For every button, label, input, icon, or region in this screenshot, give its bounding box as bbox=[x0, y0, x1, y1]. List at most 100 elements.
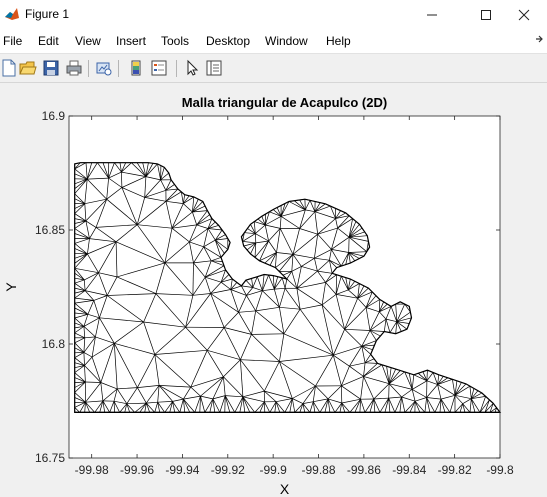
mesh-edge bbox=[238, 312, 252, 335]
mesh-edge bbox=[264, 390, 293, 399]
mesh-edge bbox=[344, 329, 363, 347]
x-tick-label: -99.96 bbox=[120, 463, 154, 477]
maximize-button[interactable] bbox=[463, 0, 509, 29]
mesh-edge bbox=[327, 398, 336, 413]
mesh-edge bbox=[242, 396, 256, 413]
minimize-button[interactable] bbox=[409, 0, 455, 29]
mesh-edge bbox=[190, 376, 224, 388]
figure-canvas[interactable]: -99.98 -99.96 -99.94 -99.92 -99.9 -99.88 -99.8… bbox=[0, 83, 547, 497]
mesh-edge bbox=[253, 221, 256, 234]
mesh-edge bbox=[106, 187, 123, 200]
mesh-edge bbox=[340, 252, 350, 267]
toolbar-separator bbox=[88, 60, 89, 77]
mesh-edge bbox=[137, 385, 160, 388]
menu-file[interactable]: File bbox=[3, 34, 23, 48]
mesh-edge bbox=[414, 401, 421, 413]
figure-toolbar bbox=[0, 54, 547, 83]
mesh-edge bbox=[171, 211, 193, 229]
mesh-edge bbox=[106, 276, 118, 296]
mesh-edge bbox=[99, 317, 115, 344]
mesh-edge bbox=[379, 303, 388, 313]
mesh-edge bbox=[265, 215, 282, 226]
mesh-edge bbox=[317, 270, 326, 283]
mesh-edge bbox=[74, 243, 88, 255]
mesh-edge bbox=[95, 317, 100, 337]
mesh-edge bbox=[183, 386, 192, 400]
mesh-edge bbox=[357, 297, 367, 308]
mesh-edge bbox=[244, 232, 256, 234]
mesh-edge bbox=[401, 396, 416, 402]
mesh-edge bbox=[437, 376, 444, 385]
print-icon[interactable] bbox=[65, 59, 83, 77]
menu-edit[interactable]: Edit bbox=[38, 34, 59, 48]
menu-help[interactable]: Help bbox=[326, 34, 351, 48]
mesh-edge bbox=[379, 311, 387, 320]
mesh-edge bbox=[210, 293, 239, 313]
mesh-edge bbox=[74, 178, 88, 194]
mesh-edge bbox=[169, 401, 173, 413]
mesh-edge bbox=[196, 224, 209, 229]
mesh-edge bbox=[223, 312, 239, 328]
menu-desktop[interactable]: Desktop bbox=[206, 34, 251, 48]
new-figure-icon[interactable] bbox=[0, 59, 18, 77]
menu-view[interactable]: View bbox=[75, 34, 101, 48]
mesh-edge bbox=[220, 274, 230, 283]
dock-arrow-icon[interactable] bbox=[535, 34, 545, 47]
save-icon[interactable] bbox=[42, 59, 60, 77]
mesh-edge bbox=[302, 403, 311, 413]
mesh-edge bbox=[332, 329, 345, 356]
mesh-edge bbox=[74, 233, 90, 239]
mesh-edge bbox=[341, 402, 351, 413]
mesh-edge bbox=[185, 293, 211, 328]
mesh-edge bbox=[87, 238, 90, 255]
mesh-edge bbox=[116, 276, 157, 294]
mesh-edge bbox=[369, 330, 381, 337]
mesh-edge bbox=[357, 287, 369, 299]
mesh-edge bbox=[85, 198, 107, 222]
mesh-edge bbox=[74, 238, 90, 244]
mesh-edge bbox=[348, 252, 351, 264]
mesh-edge bbox=[426, 397, 436, 413]
mesh-edge bbox=[302, 403, 306, 413]
mesh-edge bbox=[171, 224, 197, 229]
mesh-edge bbox=[114, 342, 155, 355]
edit-plot-arrow-icon[interactable] bbox=[183, 59, 201, 77]
mesh-edge bbox=[280, 201, 290, 217]
mesh-edge bbox=[74, 313, 88, 319]
close-button[interactable] bbox=[501, 0, 547, 29]
mesh-edge bbox=[144, 189, 167, 198]
mesh-edge bbox=[74, 377, 86, 383]
x-axis-label: X bbox=[280, 481, 290, 497]
mesh-edge bbox=[426, 380, 438, 385]
mesh-edge bbox=[74, 267, 99, 274]
mesh-edge bbox=[190, 386, 201, 397]
mesh-edge bbox=[404, 400, 416, 413]
menu-window[interactable]: Window bbox=[265, 34, 308, 48]
menu-tools[interactable]: Tools bbox=[161, 34, 190, 48]
mesh-edge bbox=[273, 289, 280, 308]
mesh-edge bbox=[462, 398, 472, 405]
mesh-edge bbox=[454, 395, 463, 404]
property-inspector-icon[interactable] bbox=[205, 59, 223, 77]
open-file-icon[interactable] bbox=[19, 59, 37, 77]
mesh-edge bbox=[262, 290, 280, 308]
insert-colorbar-icon[interactable] bbox=[127, 59, 145, 77]
menu-insert[interactable]: Insert bbox=[116, 34, 147, 48]
mesh-edge bbox=[489, 403, 494, 413]
mesh-edge bbox=[341, 366, 350, 386]
mesh-edge bbox=[274, 287, 286, 290]
mesh-edge bbox=[74, 317, 85, 327]
mesh-edge bbox=[142, 162, 147, 177]
mesh-edge bbox=[95, 227, 117, 243]
x-tick-label: -99.82 bbox=[438, 463, 472, 477]
x-tick-label: -99.8 bbox=[486, 463, 514, 477]
title-bar: Figure 1 bbox=[0, 0, 547, 29]
mesh-edge bbox=[83, 314, 89, 327]
mesh-edge bbox=[242, 390, 265, 398]
insert-legend-icon[interactable] bbox=[150, 59, 168, 77]
link-plot-icon[interactable] bbox=[95, 59, 113, 77]
mesh-edge bbox=[437, 377, 448, 385]
mesh-edge bbox=[91, 336, 96, 358]
mesh-edge bbox=[299, 211, 316, 229]
mesh-edge bbox=[390, 306, 398, 322]
